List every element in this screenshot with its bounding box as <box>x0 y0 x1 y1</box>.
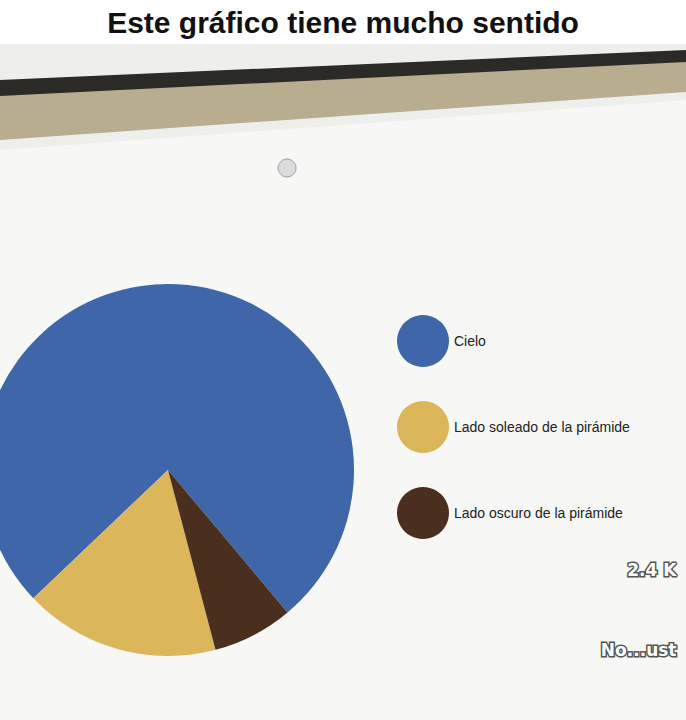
svg-text:Este gráfico tiene mucho senti: Este gráfico tiene mucho sentido <box>107 6 579 39</box>
svg-text:Lado oscuro de la pirámide: Lado oscuro de la pirámide <box>454 505 623 521</box>
svg-text:Cielo: Cielo <box>454 333 486 349</box>
svg-text:2.4 K: 2.4 K <box>627 560 677 580</box>
svg-text:Lado soleado de la pirámide: Lado soleado de la pirámide <box>454 419 630 435</box>
svg-text:No...ust: No...ust <box>601 640 677 660</box>
